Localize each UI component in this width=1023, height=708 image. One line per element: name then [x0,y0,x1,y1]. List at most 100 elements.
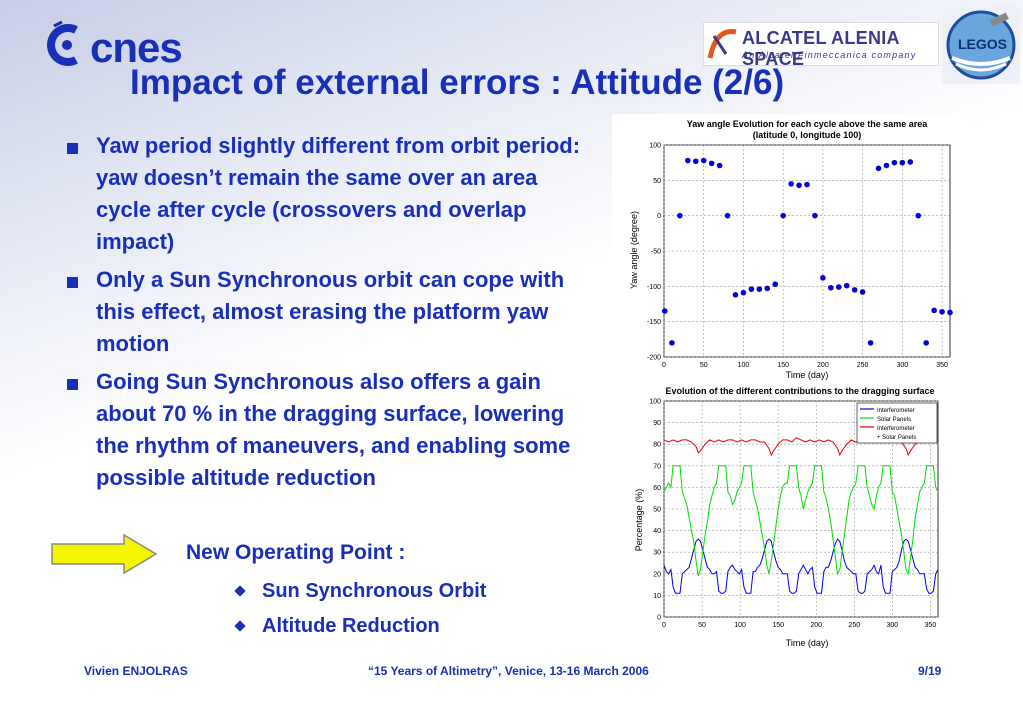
legos-logo: LEGOS [942,6,1020,84]
y-tick-label: 30 [653,550,661,557]
alcatel-logo-sub-text: An Alcatel/Finmeccanica company [742,50,917,60]
data-point [708,160,715,167]
cnes-logo: cnes [40,20,220,71]
x-tick-label: 250 [848,622,860,629]
x-tick-label: 100 [738,362,750,369]
data-point [915,212,922,219]
bullet-item: Going Sun Synchronous also offers a gain… [60,366,590,494]
sub-bullet-text: Altitude Reduction [262,615,440,637]
data-point [867,340,874,346]
data-point [732,292,739,298]
x-tick-label: 350 [925,622,937,629]
data-point [692,158,699,165]
data-point [772,281,779,288]
data-point [764,285,771,292]
data-point [931,307,937,314]
data-point [828,284,834,291]
y-tick-label: -150 [647,319,661,326]
y-tick-label: 0 [657,213,661,220]
footer-page-number: 9/19 [918,664,942,678]
dragging-surface-chart-svg: Evolution of the different contributions… [634,386,939,648]
x-tick-label: 300 [896,362,908,369]
bullet-list: Yaw period slightly different from orbit… [60,130,590,500]
legend-box [856,402,938,444]
y-tick-label: 50 [653,507,661,514]
series-line [663,538,939,594]
y-tick-label: -50 [651,249,661,256]
data-point [843,282,850,289]
data-point [891,159,898,166]
y-tick-label: 20 [653,571,661,578]
x-tick-label: 150 [777,362,789,369]
x-tick-label: 150 [772,622,784,629]
y-tick-label: 70 [653,463,661,470]
footer-author: Vivien ENJOLRAS [84,664,188,678]
x-axis-label: Time (day) [786,370,829,380]
alcatel-swirl-icon [707,29,737,59]
x-tick-label: 200 [817,362,829,369]
data-point [724,212,731,219]
diamond-bullet-icon [234,585,246,597]
arrow-right-icon [51,533,158,575]
x-tick-label: 0 [662,362,666,369]
y-tick-label: 10 [653,593,661,600]
y-tick-label: 50 [653,178,661,185]
bullet-item: Only a Sun Synchronous orbit can cope wi… [60,264,590,360]
sub-bullet-item: Sun Synchronous Orbit [232,574,486,609]
page-title: Impact of external errors : Attitude (2/… [130,63,785,102]
y-tick-label: 90 [653,420,661,427]
cnes-logo-text: cnes [90,24,183,71]
data-point [804,181,810,188]
dragging-surface-chart: Evolution of the different contributions… [612,382,966,650]
x-tick-label: 250 [857,362,869,369]
data-point [748,286,755,292]
y-tick-label: 40 [653,528,661,535]
data-point [788,181,794,187]
chart-title: Yaw angle Evolution for each cycle above… [687,119,929,129]
yaw-angle-chart-svg: Yaw angle Evolution for each cycle above… [629,119,953,380]
y-tick-label: 80 [653,442,661,449]
diamond-bullet-icon [234,620,246,632]
data-point [907,159,914,165]
x-tick-label: 300 [886,622,898,629]
y-tick-label: -100 [647,284,661,291]
cnes-logo-icon [47,20,78,66]
y-tick-label: -200 [647,355,661,362]
bullet-text: Yaw period slightly different from orbit… [96,133,581,254]
x-tick-label: 350 [936,362,948,369]
y-axis-label: Percentage (%) [634,489,644,552]
footer-event: “15 Years of Altimetry”, Venice, 13-16 M… [368,664,649,678]
data-point [883,162,890,169]
legend-entry: + Solar Panels [877,435,916,441]
sub-bullet-list: Sun Synchronous Orbit Altitude Reduction [232,574,486,644]
x-axis-label: Time (day) [786,638,829,648]
x-tick-label: 100 [734,622,746,629]
legos-logo-text: LEGOS [958,36,1008,52]
data-point [851,287,858,293]
y-tick-label: 60 [653,485,661,492]
data-point [677,212,683,219]
data-point [820,275,826,281]
legend-entry: Solar Panels [877,417,911,423]
bullet-text: Going Sun Synchronous also offers a gain… [96,369,571,490]
data-point [780,212,786,219]
data-point [796,182,802,189]
chart-subtitle: (latitude 0, longitude 100) [753,130,862,140]
square-bullet-icon [67,379,78,390]
data-point [756,286,763,292]
yaw-angle-chart: Yaw angle Evolution for each cycle above… [612,114,966,382]
data-point [716,162,723,169]
sub-bullet-item: Altitude Reduction [232,609,486,644]
legos-globe-icon [942,6,1020,84]
square-bullet-icon [67,143,78,154]
new-operating-point-label: New Operating Point : [186,541,406,564]
data-point [859,289,866,295]
bullet-item: Yaw period slightly different from orbit… [60,130,590,258]
square-bullet-icon [67,277,78,288]
data-point [700,157,707,164]
data-point [947,309,953,316]
data-point [661,308,668,314]
legend-entry: Interferometer [877,408,915,414]
data-point [812,212,818,219]
data-point [923,340,929,346]
